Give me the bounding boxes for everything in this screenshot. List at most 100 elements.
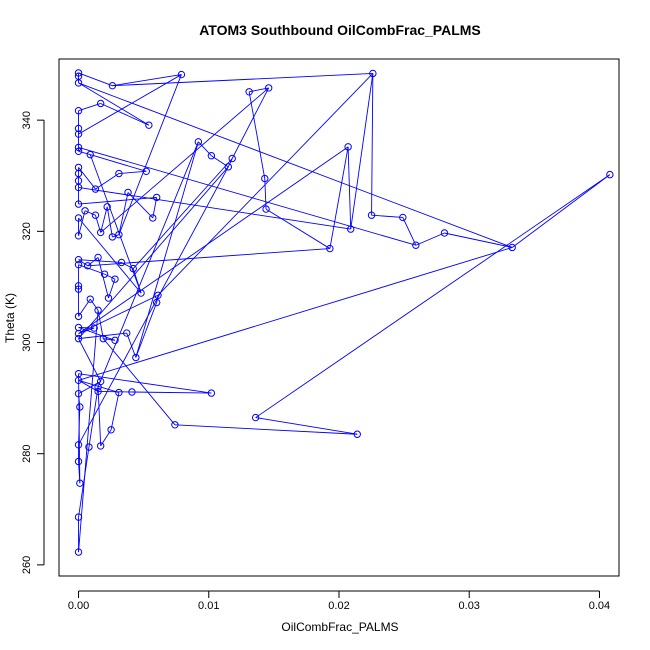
data-point bbox=[74, 72, 83, 80]
data-point bbox=[91, 211, 100, 219]
x-tick-label: 0.02 bbox=[328, 600, 349, 612]
data-point bbox=[347, 225, 355, 233]
data-point bbox=[207, 152, 216, 160]
series-line-segment bbox=[97, 141, 199, 388]
data-point bbox=[111, 275, 119, 283]
data-point bbox=[74, 312, 83, 321]
series-line-segment bbox=[248, 91, 266, 179]
series-line-segment bbox=[112, 74, 182, 87]
series-line-segment bbox=[95, 173, 120, 190]
data-point bbox=[94, 253, 102, 262]
series-line-segment bbox=[255, 174, 611, 418]
series-line-segment bbox=[104, 273, 116, 280]
plot-frame bbox=[58, 58, 620, 577]
y-tick-label: 300 bbox=[21, 333, 33, 351]
data-point bbox=[96, 99, 105, 108]
series-line-segment bbox=[78, 103, 101, 112]
data-point bbox=[74, 69, 83, 77]
series-line-segment bbox=[135, 302, 158, 358]
x-tick-label: 0.04 bbox=[589, 600, 610, 612]
x-axis-label: OilCombFrac_PALMS bbox=[281, 620, 398, 634]
data-point bbox=[74, 130, 83, 138]
series-line-segment bbox=[174, 424, 358, 435]
data-point bbox=[74, 214, 83, 222]
data-point bbox=[326, 244, 334, 253]
data-point bbox=[96, 228, 105, 237]
series-line-segment bbox=[100, 206, 108, 233]
data-point bbox=[367, 211, 376, 219]
y-axis: 260 280 300 320 340 bbox=[21, 111, 45, 574]
data-point bbox=[440, 229, 449, 237]
data-point bbox=[508, 243, 516, 252]
series-line-segment bbox=[78, 373, 212, 394]
series-line-segment bbox=[78, 167, 96, 190]
data-point bbox=[99, 334, 107, 343]
chart-title: ATOM3 Southbound OilCombFrac_PALMS bbox=[199, 22, 481, 38]
data-point bbox=[124, 188, 132, 197]
data-point bbox=[123, 329, 131, 337]
series-line-segment bbox=[118, 170, 147, 174]
data-point bbox=[96, 377, 105, 386]
data-point bbox=[149, 214, 157, 222]
data-point bbox=[245, 88, 253, 96]
series-line-segment bbox=[371, 214, 403, 218]
series-line-segment bbox=[402, 217, 417, 246]
series-line-segment bbox=[350, 73, 374, 230]
series-line-segment bbox=[78, 379, 99, 392]
x-tick-label: 0.01 bbox=[198, 600, 219, 612]
data-point bbox=[224, 163, 233, 171]
series-line-segment bbox=[97, 257, 109, 299]
data-point bbox=[76, 479, 84, 487]
series-line-segment bbox=[78, 166, 229, 446]
data-point bbox=[100, 270, 109, 278]
data-point bbox=[177, 70, 186, 79]
series-line-segment bbox=[102, 338, 176, 426]
data-point bbox=[74, 232, 83, 240]
series-line-segment bbox=[106, 206, 113, 237]
data-point bbox=[107, 426, 115, 434]
data-point bbox=[74, 177, 83, 185]
data-point bbox=[74, 260, 83, 269]
series-line-segment bbox=[97, 386, 102, 446]
data-point bbox=[399, 213, 407, 222]
data-point bbox=[96, 442, 105, 450]
x-tick-label: 0.00 bbox=[68, 600, 89, 612]
data-point bbox=[91, 185, 100, 193]
series-line-segment bbox=[157, 73, 374, 296]
data-point bbox=[111, 336, 119, 344]
data-point bbox=[74, 457, 83, 466]
data-point bbox=[344, 143, 352, 151]
series-line-segment bbox=[78, 406, 81, 445]
data-point bbox=[171, 421, 179, 429]
data-point bbox=[103, 203, 111, 211]
data-point bbox=[94, 387, 102, 396]
y-axis-label: Theta (K) bbox=[3, 293, 17, 343]
data-point bbox=[74, 369, 83, 378]
data-point bbox=[115, 230, 123, 239]
data-point bbox=[74, 107, 83, 115]
series-line-segment bbox=[78, 210, 86, 236]
data-point bbox=[85, 443, 93, 451]
series-line-segment bbox=[89, 154, 142, 294]
series-line-segment bbox=[78, 264, 105, 275]
series-line-segment bbox=[255, 417, 358, 435]
series-line-segment bbox=[84, 210, 96, 216]
data-point bbox=[152, 193, 161, 202]
data-point bbox=[90, 324, 98, 332]
data-point bbox=[137, 289, 145, 297]
data-point bbox=[262, 205, 270, 213]
series-line-segment bbox=[78, 146, 349, 334]
series-line-segment bbox=[415, 232, 445, 246]
y-tick-label: 320 bbox=[21, 222, 33, 240]
data-point bbox=[74, 282, 83, 290]
series-line-segment bbox=[78, 259, 88, 267]
data-point bbox=[261, 174, 269, 183]
data-point bbox=[132, 353, 140, 362]
series-line-segment bbox=[78, 294, 159, 335]
data-point bbox=[83, 262, 92, 270]
data-point bbox=[194, 138, 203, 146]
series-line-segment bbox=[131, 391, 212, 394]
series-line-segment bbox=[87, 257, 99, 267]
series-line-segment bbox=[78, 310, 99, 553]
series-line-segment bbox=[90, 154, 147, 172]
